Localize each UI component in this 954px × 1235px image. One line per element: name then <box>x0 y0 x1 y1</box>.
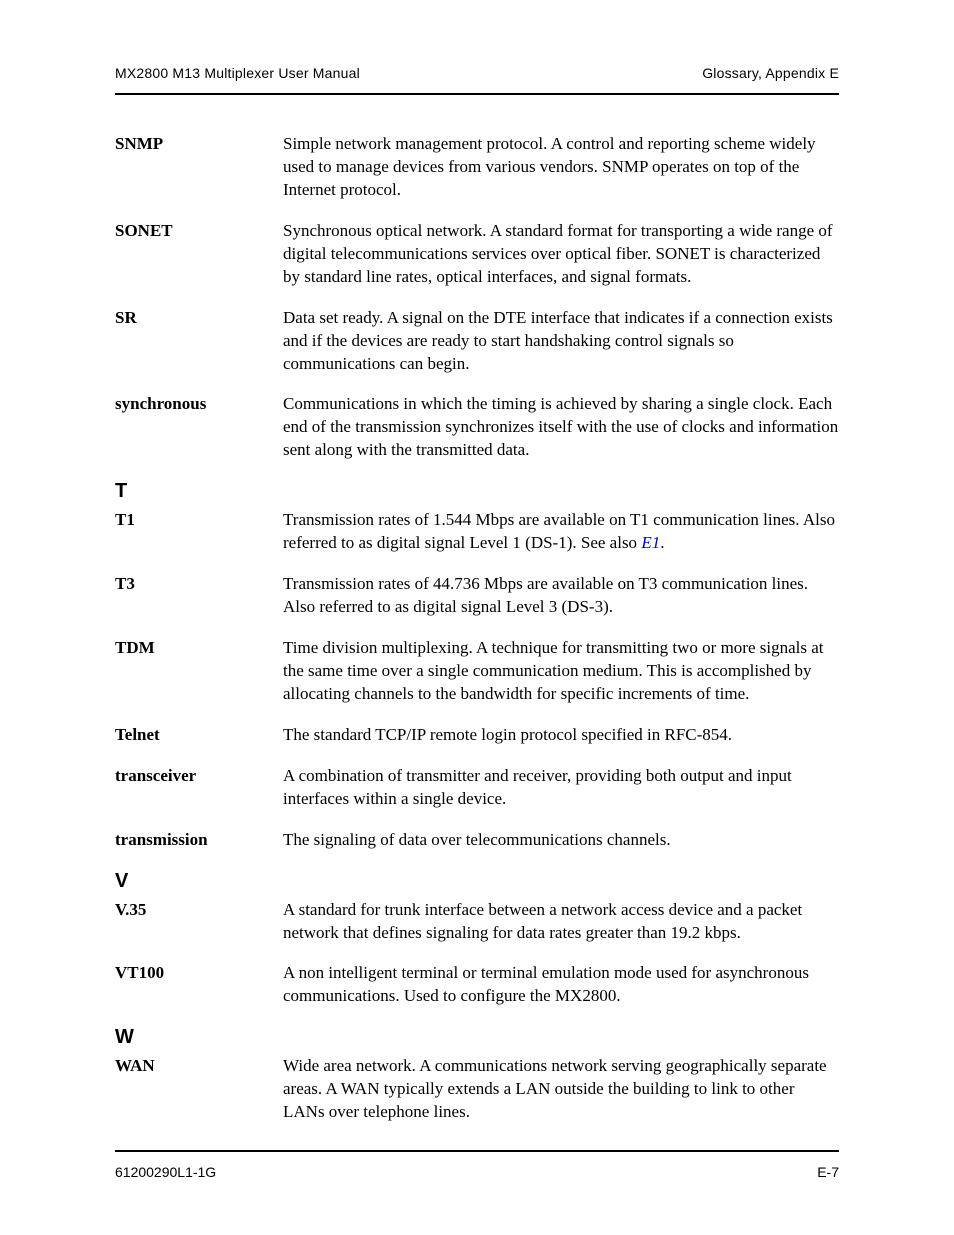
glossary-definition: Communications in which the timing is ac… <box>283 393 839 462</box>
glossary-definition: Time division multiplexing. A technique … <box>283 637 839 706</box>
section-letter-v: V <box>115 870 839 893</box>
glossary-term: transmission <box>115 829 283 852</box>
glossary-definition: The signaling of data over telecommunica… <box>283 829 839 852</box>
header-left: MX2800 M13 Multiplexer User Manual <box>115 65 360 81</box>
glossary-body: SNMP Simple network management protocol.… <box>115 95 839 1124</box>
glossary-entry: Telnet The standard TCP/IP remote login … <box>115 724 839 747</box>
header-right: Glossary, Appendix E <box>702 65 839 81</box>
glossary-entry: T1 Transmission rates of 1.544 Mbps are … <box>115 509 839 555</box>
glossary-definition: Transmission rates of 44.736 Mbps are av… <box>283 573 839 619</box>
glossary-entry: transceiver A combination of transmitter… <box>115 765 839 811</box>
glossary-definition: Synchronous optical network. A standard … <box>283 220 839 289</box>
glossary-term: SR <box>115 307 283 330</box>
page-header: MX2800 M13 Multiplexer User Manual Gloss… <box>115 65 839 95</box>
glossary-term: transceiver <box>115 765 283 788</box>
glossary-term: SNMP <box>115 133 283 156</box>
glossary-term: T1 <box>115 509 283 532</box>
glossary-definition: A combination of transmitter and receive… <box>283 765 839 811</box>
crossref-link[interactable]: E1 <box>641 533 660 552</box>
glossary-definition: Transmission rates of 1.544 Mbps are ava… <box>283 509 839 555</box>
glossary-entry: SNMP Simple network management protocol.… <box>115 133 839 202</box>
page-footer: 61200290L1-1G E-7 <box>115 1150 839 1180</box>
footer-left: 61200290L1-1G <box>115 1164 216 1180</box>
glossary-entry: transmission The signaling of data over … <box>115 829 839 852</box>
glossary-entry: SONET Synchronous optical network. A sta… <box>115 220 839 289</box>
definition-text-pre: Transmission rates of 1.544 Mbps are ava… <box>283 510 835 552</box>
glossary-term: VT100 <box>115 962 283 985</box>
glossary-term: Telnet <box>115 724 283 747</box>
glossary-entry: TDM Time division multiplexing. A techni… <box>115 637 839 706</box>
glossary-definition: The standard TCP/IP remote login protoco… <box>283 724 839 747</box>
glossary-term: SONET <box>115 220 283 243</box>
glossary-definition: Wide area network. A communications netw… <box>283 1055 839 1124</box>
glossary-entry: T3 Transmission rates of 44.736 Mbps are… <box>115 573 839 619</box>
glossary-entry: VT100 A non intelligent terminal or term… <box>115 962 839 1008</box>
section-letter-w: W <box>115 1026 839 1049</box>
glossary-entry: V.35 A standard for trunk interface betw… <box>115 899 839 945</box>
glossary-entry: SR Data set ready. A signal on the DTE i… <box>115 307 839 376</box>
glossary-term: V.35 <box>115 899 283 922</box>
definition-text-post: . <box>660 533 664 552</box>
glossary-definition: A standard for trunk interface between a… <box>283 899 839 945</box>
glossary-term: WAN <box>115 1055 283 1078</box>
glossary-entry: WAN Wide area network. A communications … <box>115 1055 839 1124</box>
glossary-definition: Simple network management protocol. A co… <box>283 133 839 202</box>
glossary-term: synchronous <box>115 393 283 416</box>
footer-right: E-7 <box>817 1164 839 1180</box>
glossary-entry: synchronous Communications in which the … <box>115 393 839 462</box>
glossary-definition: Data set ready. A signal on the DTE inte… <box>283 307 839 376</box>
page: MX2800 M13 Multiplexer User Manual Gloss… <box>0 0 954 1235</box>
glossary-term: TDM <box>115 637 283 660</box>
glossary-definition: A non intelligent terminal or terminal e… <box>283 962 839 1008</box>
glossary-term: T3 <box>115 573 283 596</box>
section-letter-t: T <box>115 480 839 503</box>
